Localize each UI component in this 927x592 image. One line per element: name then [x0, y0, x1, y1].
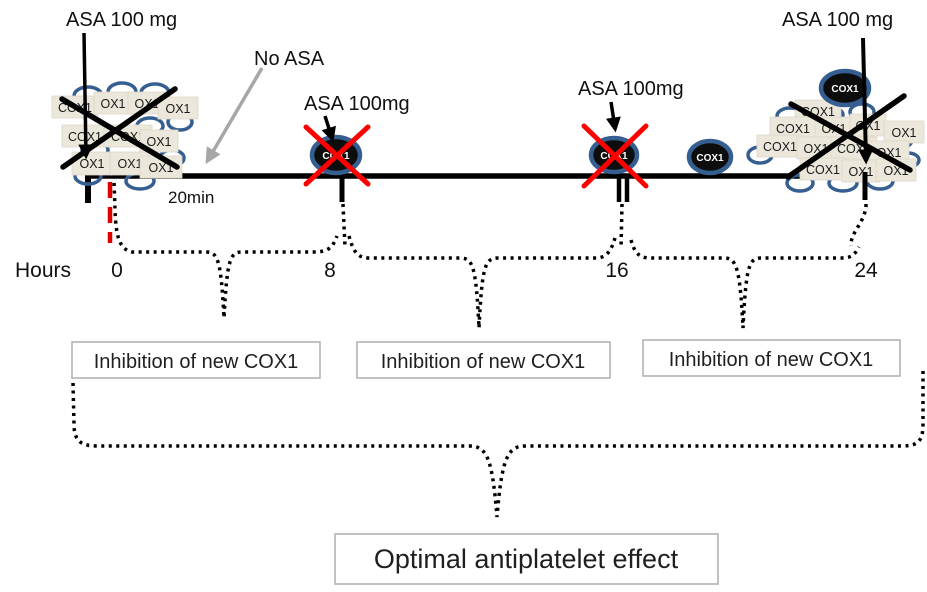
cox1-chip: OX1	[100, 97, 125, 111]
cox1-chip: COX1	[806, 163, 840, 177]
hours-axis-labels: Hours 0 8 16 24	[15, 259, 878, 282]
cox1-oval-16h-group: COX1	[581, 101, 649, 189]
inhibition-box-2-label: Inhibition of new COX1	[381, 351, 586, 373]
inhibition-box-1: Inhibition of new COX1	[71, 341, 321, 379]
cross-out-x-right	[785, 93, 913, 180]
cox1-chip: OX1	[146, 135, 171, 149]
timeline-axis	[85, 173, 880, 203]
tick-16h-dotted	[619, 203, 624, 249]
cox1-oval-24h-group: COX1	[818, 68, 872, 108]
tick-24h-dotted	[849, 203, 868, 247]
tick-label-24: 24	[854, 259, 878, 282]
brace-8-16h	[347, 235, 617, 329]
axis-label-hours: Hours	[15, 259, 71, 282]
dose-arrow-8h	[321, 115, 336, 143]
dose-arrow-16h	[605, 101, 621, 133]
cox1-chip: COX1	[776, 122, 810, 136]
dose-label-8h: ASA 100mg	[304, 93, 410, 115]
brace-0-8h	[112, 182, 339, 319]
dose-arrow-0h	[78, 32, 94, 160]
inhibition-box-3-label: Inhibition of new COX1	[669, 349, 874, 371]
tick-label-0: 0	[111, 259, 123, 282]
dose-label-0h: ASA 100 mg	[66, 9, 177, 31]
brace-16-24h	[629, 239, 861, 329]
no-asa-arrow	[205, 67, 264, 165]
platelet-cluster-24h: COX1 COX1 OX1 OX1 OX1 COX1 OX1 COX1 OX1 …	[746, 37, 925, 193]
platelet-cluster-0h: COX1 OX1 OX1 OX1 COX1 COX1 OX1 OX1 OX1 O…	[51, 32, 199, 191]
optimal-effect-label: Optimal antiplatelet effect	[374, 544, 679, 574]
inhibition-box-3: Inhibition of new COX1	[642, 339, 901, 377]
cox1-oval-free	[686, 138, 734, 176]
cox1-chip: OX1	[848, 165, 873, 179]
dose-arrow-24h	[858, 37, 874, 165]
brace-optimal-effect	[71, 371, 925, 518]
delay-note-label: 20min	[168, 188, 214, 207]
red-cross-8h	[303, 124, 371, 187]
tick-label-16: 16	[605, 259, 628, 282]
dose-label-24h: ASA 100 mg	[782, 9, 893, 31]
inhibition-box-1-label: Inhibition of new COX1	[94, 351, 299, 373]
hour-ticks	[107, 172, 868, 249]
cox1-chip: OX1	[79, 157, 104, 171]
cox1-chip: OX1	[117, 157, 142, 171]
cox1-chip: OX1	[891, 126, 916, 140]
optimal-effect-box: Optimal antiplatelet effect	[334, 533, 719, 585]
dose-label-16h: ASA 100mg	[578, 78, 684, 100]
cox1-oval-24h-label: COX1	[831, 84, 859, 95]
tick-label-8: 8	[324, 259, 336, 282]
cox1-chip: OX1	[134, 97, 159, 111]
cox1-chip: COX1	[763, 140, 797, 154]
cox1-oval-free-label: COX1	[696, 153, 724, 164]
cox1-chip: OX1	[148, 161, 173, 175]
inhibition-box-2: Inhibition of new COX1	[356, 341, 611, 379]
cox1-oval-free-group: COX1	[686, 138, 734, 176]
no-asa-label: No ASA	[254, 48, 325, 70]
cox1-chip: OX1	[165, 102, 190, 116]
interval-braces	[112, 182, 861, 329]
red-cross-16h	[581, 123, 649, 189]
tick-8h-dotted	[341, 203, 347, 248]
cox1-oval-8h-group: COX1	[303, 115, 371, 187]
cox1-oval-24h-top	[818, 68, 872, 108]
